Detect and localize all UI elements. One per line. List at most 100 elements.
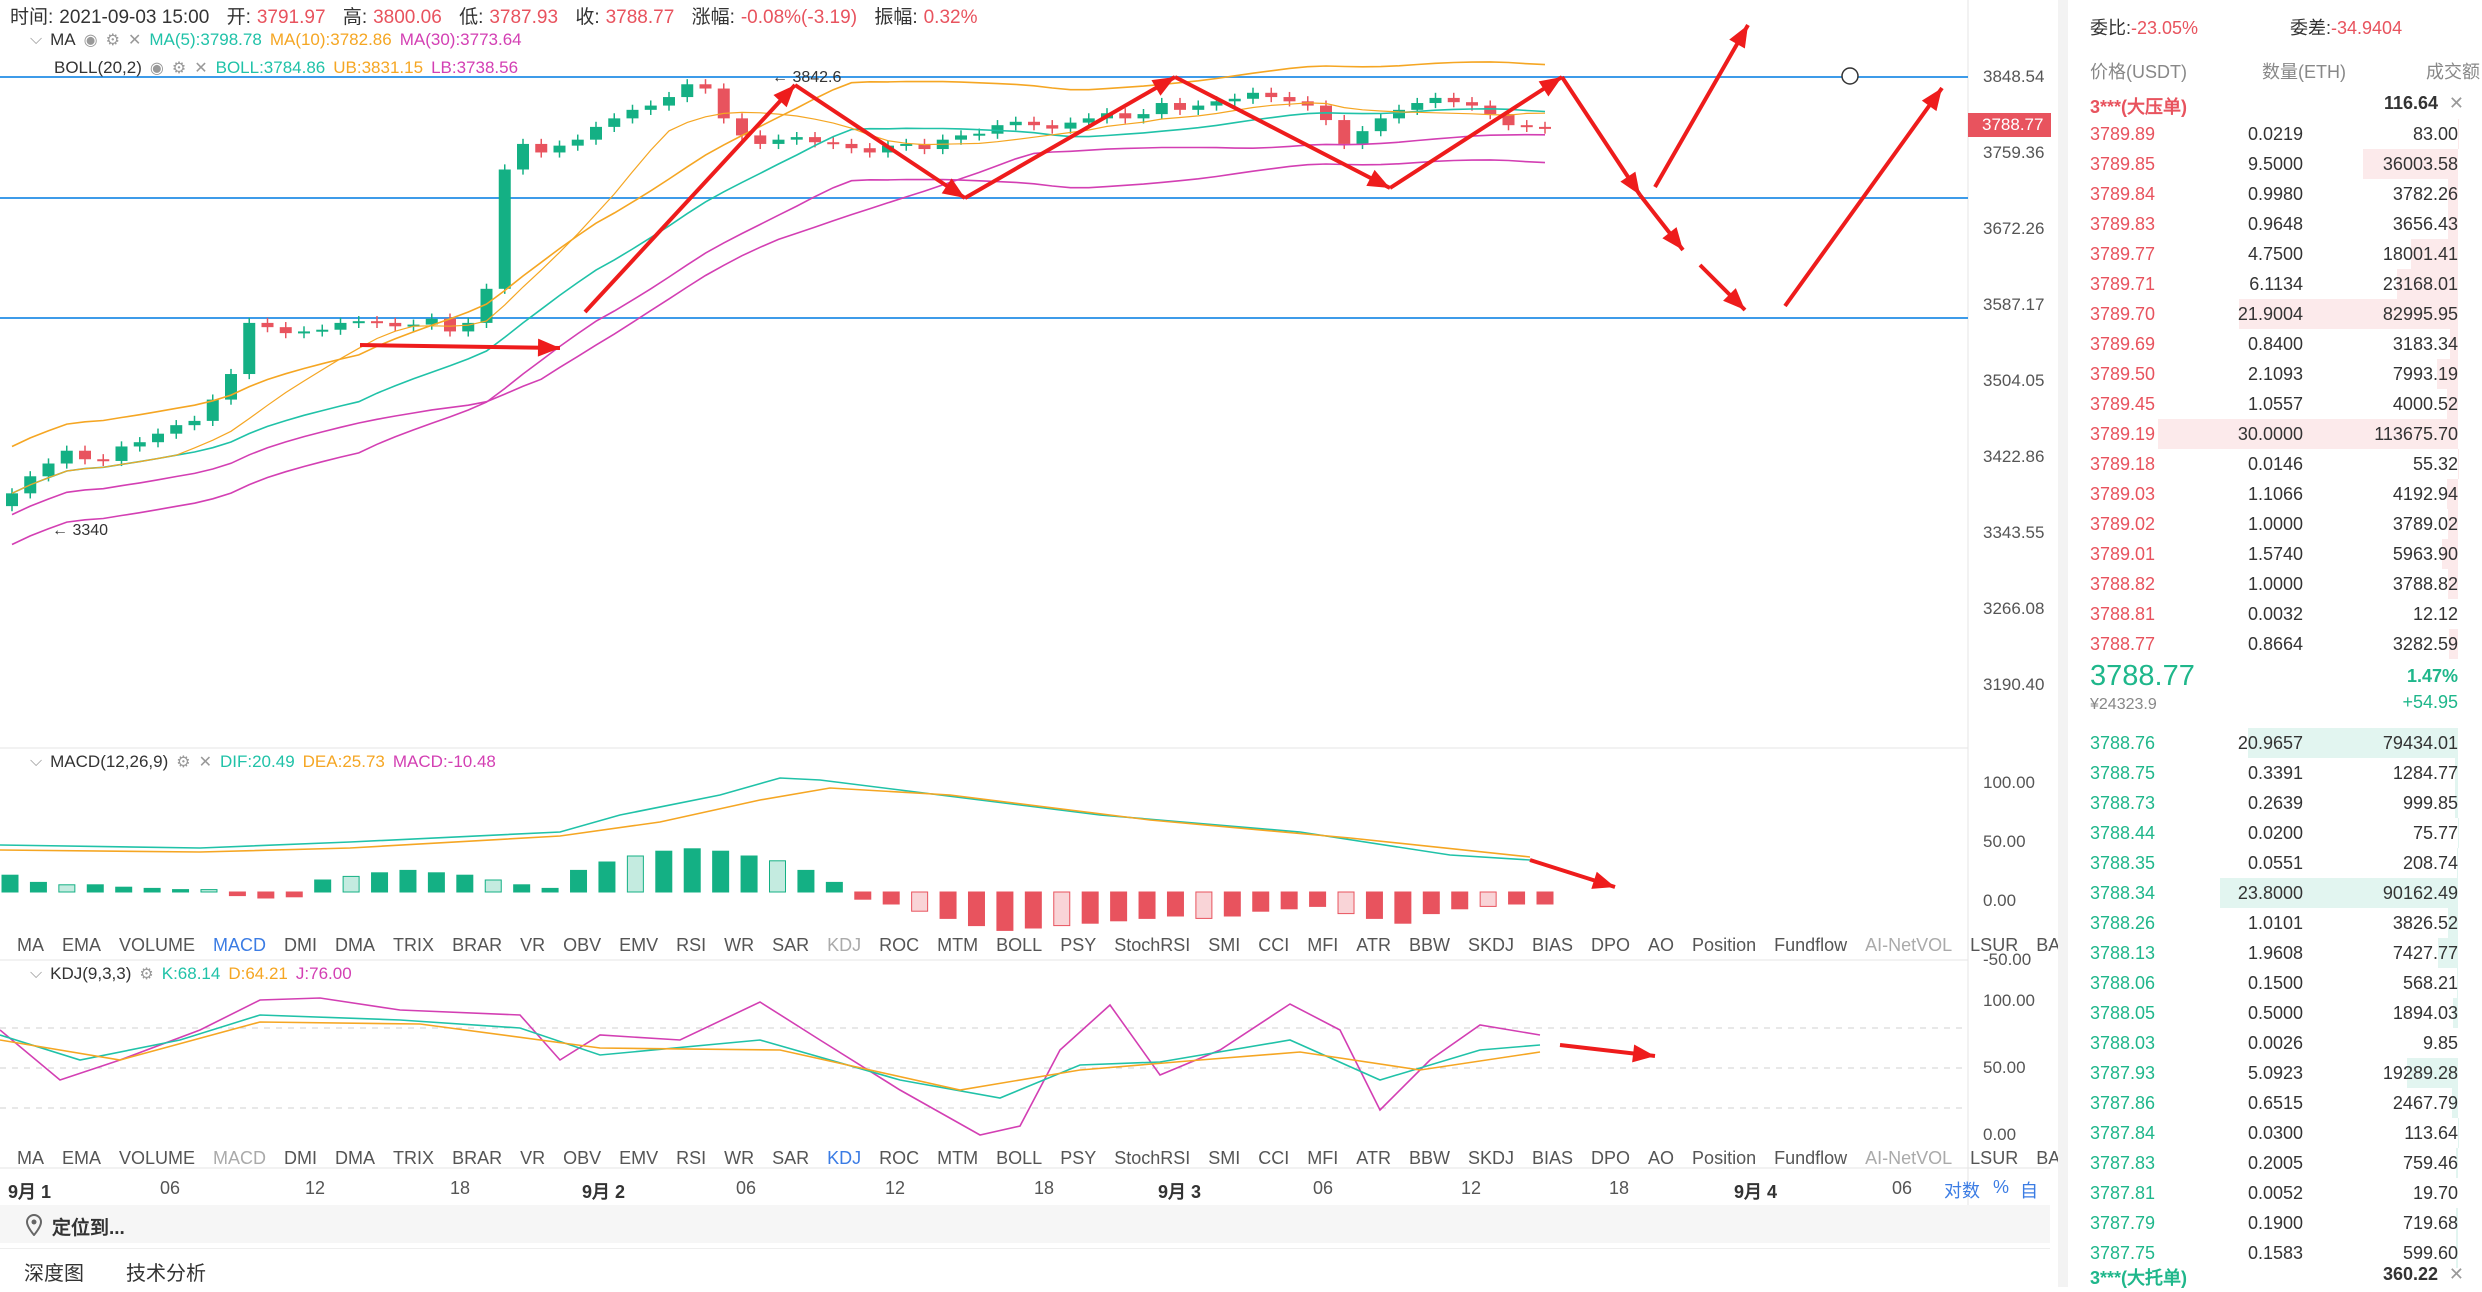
indicator-tab[interactable]: PSY	[1051, 1148, 1105, 1169]
collapse-icon[interactable]: ⌵	[30, 31, 42, 49]
tab-technical-analysis[interactable]: 技术分析	[126, 1257, 206, 1286]
indicator-tab[interactable]: BBW	[1400, 1148, 1459, 1169]
indicator-tab[interactable]: DPO	[1582, 935, 1639, 956]
indicator-tab[interactable]: EMV	[610, 935, 667, 956]
indicator-tab[interactable]: ROC	[870, 935, 928, 956]
indicator-tab[interactable]: SKDJ	[1459, 935, 1523, 956]
indicator-tab[interactable]: DMI	[275, 935, 326, 956]
indicator-tab[interactable]: MTM	[928, 1148, 987, 1169]
indicator-tab[interactable]: BRAR	[443, 935, 511, 956]
log-scale-toggle[interactable]: 对数	[1944, 1177, 1980, 1203]
indicator-tab[interactable]: BRAR	[443, 1148, 511, 1169]
eye-icon[interactable]: ◉	[84, 30, 98, 50]
indicator-tab[interactable]: SAR	[763, 1148, 818, 1169]
close-icon[interactable]: ✕	[194, 58, 207, 78]
indicator-tab[interactable]: SAR	[763, 935, 818, 956]
chart-area[interactable]: ← 3842.6← 3340 时间:2021-09-03 15:00 开:379…	[0, 0, 2050, 1287]
indicator-tab[interactable]: WR	[715, 935, 763, 956]
tab-depth-chart[interactable]: 深度图	[24, 1257, 84, 1286]
locate-bar[interactable]: 定位到...	[0, 1205, 2050, 1243]
indicator-tab[interactable]: DMI	[275, 1148, 326, 1169]
indicator-tab[interactable]: MA	[8, 1148, 53, 1169]
indicator-tab[interactable]: MFI	[1298, 935, 1347, 956]
indicator-tab[interactable]: MACD	[204, 1148, 275, 1169]
indicator-tab[interactable]: CCI	[1249, 935, 1298, 956]
indicator-tab[interactable]: KDJ	[818, 1148, 870, 1169]
indicator-tab[interactable]: ATR	[1347, 935, 1400, 956]
indicator-tab[interactable]: AI-NetVOL	[1856, 935, 1961, 956]
indicator-tab[interactable]: ROC	[870, 1148, 928, 1169]
indicator-tab[interactable]: BIAS	[1523, 1148, 1582, 1169]
indicator-tab[interactable]: SMI	[1199, 935, 1249, 956]
indicator-tab[interactable]: OBV	[554, 935, 610, 956]
indicator-tab[interactable]: Position	[1683, 1148, 1765, 1169]
indicator-tab[interactable]: BOLL	[987, 1148, 1051, 1169]
indicator-tab[interactable]: BBW	[1400, 935, 1459, 956]
indicator-tab[interactable]: StochRSI	[1105, 1148, 1199, 1169]
indicator-tab[interactable]: RSI	[667, 935, 715, 956]
indicator-tab[interactable]: BIAS	[1523, 935, 1582, 956]
indicator-tab[interactable]: MFI	[1298, 1148, 1347, 1169]
percent-scale-toggle[interactable]: %	[1993, 1177, 2009, 1198]
close-icon[interactable]: ✕	[128, 30, 141, 50]
collapse-icon[interactable]: ⌵	[30, 965, 42, 983]
indicator-tab[interactable]: VR	[511, 935, 554, 956]
settings-icon[interactable]: ⚙	[176, 752, 190, 772]
indicator-tab[interactable]: EMV	[610, 1148, 667, 1169]
indicator-tab[interactable]: SKDJ	[1459, 1148, 1523, 1169]
ask-big-row[interactable]: 3***(大压单)116.64✕	[2068, 88, 2458, 118]
indicator-tab[interactable]: DPO	[1582, 1148, 1639, 1169]
indicator-tab[interactable]: EMA	[53, 935, 110, 956]
indicator-tab[interactable]: EMA	[53, 1148, 110, 1169]
indicator-tab[interactable]: KDJ	[818, 935, 870, 956]
indicator-tab[interactable]: RSI	[667, 1148, 715, 1169]
settings-icon[interactable]: ⚙	[106, 30, 120, 50]
indicator-tab[interactable]: SMI	[1199, 1148, 1249, 1169]
indicator-tab[interactable]: DMA	[326, 1148, 384, 1169]
indicator-tab[interactable]: TRIX	[384, 1148, 443, 1169]
close-icon[interactable]: ✕	[199, 752, 212, 772]
eye-icon[interactable]: ◉	[150, 58, 164, 78]
indicator-tab[interactable]: TRIX	[384, 935, 443, 956]
indicator-tab[interactable]: MA	[8, 935, 53, 956]
close-icon[interactable]: ✕	[2449, 1264, 2464, 1285]
indicator-tab[interactable]: WR	[715, 1148, 763, 1169]
indicator-tab[interactable]: DMA	[326, 935, 384, 956]
indicator-tab[interactable]: LSUR	[1961, 1148, 2027, 1169]
indicator-tab[interactable]: OBV	[554, 1148, 610, 1169]
indicator-tab[interactable]: ATR	[1347, 1148, 1400, 1169]
indicator-tab[interactable]: AI-NetVOL	[1856, 1148, 1961, 1169]
indicator-tab[interactable]: VR	[511, 1148, 554, 1169]
close-icon[interactable]: ✕	[2449, 93, 2464, 114]
collapse-icon[interactable]: ⌵	[30, 753, 42, 771]
indicator-tab[interactable]: AO	[1639, 1148, 1683, 1169]
indicator-tab[interactable]: AO	[1639, 935, 1683, 956]
